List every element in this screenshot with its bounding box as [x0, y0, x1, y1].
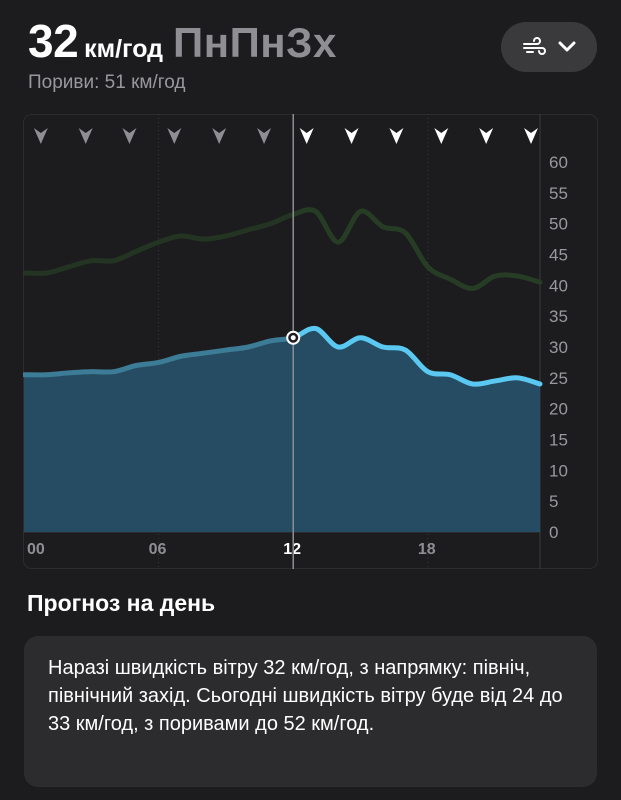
y-tick-label: 45: [549, 246, 568, 265]
y-tick-label: 40: [549, 276, 568, 295]
current-wind: 32 км/год ПнПнЗх: [28, 14, 608, 68]
wind-direction-arrow-icon: [33, 128, 48, 144]
wind-header: 32 км/год ПнПнЗх Пориви: 51 км/год: [28, 14, 608, 104]
forecast-title: Прогноз на день: [27, 590, 216, 616]
y-tick-label: 35: [549, 307, 568, 326]
wind-icon: [523, 37, 546, 55]
chart-frame: [23, 114, 598, 569]
x-tick-label: 18: [418, 541, 436, 558]
current-point-dot: [290, 335, 296, 341]
wind-direction-arrow-icon: [257, 128, 272, 144]
y-tick-label: 25: [549, 369, 568, 388]
y-tick-label: 15: [549, 431, 568, 450]
wind-area: [24, 328, 540, 532]
x-tick-label: 00: [27, 541, 45, 558]
wind-chart-svg: 0 5 10 15 20 25 30 35 40 45 50 55 60 00 06 12 18: [23, 114, 598, 569]
wind-direction-arrow-icon: [434, 128, 449, 144]
wind-direction: ПнПнЗх: [173, 19, 337, 66]
wind-line-future: [293, 325, 543, 387]
y-tick-label: 20: [549, 400, 568, 419]
wind-speed-unit: км/год: [84, 35, 164, 63]
y-tick-label: 5: [549, 492, 558, 511]
wind-direction-arrow-icon: [122, 128, 137, 144]
wind-chart: 0 5 10 15 20 25 30 35 40 45 50 55 60 00 06 12 18: [23, 114, 598, 569]
y-tick-label: 30: [549, 338, 568, 357]
wind-direction-arrow-icon: [167, 128, 182, 144]
y-tick-label: 50: [549, 215, 568, 234]
gust-line-past: [23, 211, 294, 276]
x-tick-label: 12: [283, 541, 301, 558]
wind-line-past: [23, 335, 294, 378]
metric-dropdown-button[interactable]: [501, 22, 597, 72]
wind-direction-arrow-icon: [299, 128, 314, 144]
y-tick-label: 10: [549, 461, 568, 480]
wind-direction-arrow-icon: [344, 128, 359, 144]
chevron-down-icon: [558, 41, 576, 52]
wind-direction-arrow-icon: [212, 128, 227, 144]
wind-direction-arrow-icon: [78, 128, 93, 144]
x-tick-label: 06: [149, 541, 167, 558]
forecast-card: Наразі швидкість вітру 32 км/год, з напр…: [24, 636, 597, 787]
wind-direction-arrow-icon: [524, 128, 539, 144]
y-tick-label: 55: [549, 184, 568, 203]
wind-direction-arrow-icon: [479, 128, 494, 144]
wind-direction-arrow-icon: [389, 128, 404, 144]
wind-speed-value: 32: [28, 15, 79, 67]
y-tick-label: 60: [549, 153, 568, 172]
gusts-text: Пориви: 51 км/год: [28, 72, 186, 93]
forecast-summary: Наразі швидкість вітру 32 км/год, з напр…: [48, 657, 563, 735]
gust-line-future: [293, 207, 543, 291]
y-tick-label: 0: [549, 523, 558, 542]
